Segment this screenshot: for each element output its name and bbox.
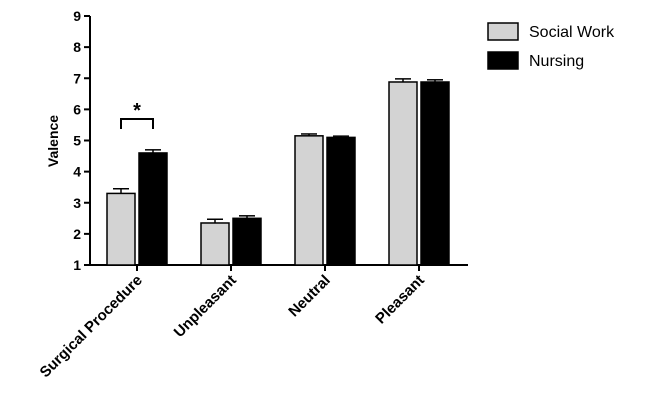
y-tick-label: 6 bbox=[73, 101, 81, 117]
legend-swatch-social-work bbox=[487, 22, 519, 41]
y-tick-label: 8 bbox=[73, 39, 81, 55]
y-tick-labels: 1 2 3 4 5 6 7 8 9 bbox=[73, 8, 81, 273]
chart-annotations: * bbox=[120, 100, 154, 129]
bar-social-work-surgical-procedure bbox=[106, 192, 136, 266]
category-label: Unpleasant bbox=[171, 272, 240, 341]
y-tick-label: 3 bbox=[73, 195, 81, 211]
bar-nursing-neutral bbox=[326, 136, 356, 266]
y-tick-label: 2 bbox=[73, 226, 81, 242]
bar-social-work-unpleasant bbox=[200, 222, 230, 266]
y-tick-label: 5 bbox=[73, 133, 81, 149]
legend-label: Social Work bbox=[529, 24, 615, 41]
y-axis-title: Valence bbox=[45, 115, 61, 167]
category-labels: Surgical Procedure Unpleasant Neutral Pleas… bbox=[37, 272, 428, 381]
y-tick-label: 9 bbox=[73, 8, 81, 24]
bar-nursing-pleasant bbox=[420, 81, 450, 266]
y-tick-label: 1 bbox=[73, 257, 81, 273]
category-label: Neutral bbox=[285, 272, 334, 321]
category-label: Pleasant bbox=[372, 272, 428, 328]
legend-swatch-nursing bbox=[487, 51, 519, 70]
bar-nursing-surgical-procedure bbox=[138, 152, 168, 266]
chart-bars bbox=[106, 78, 450, 266]
y-tick-label: 7 bbox=[73, 70, 81, 86]
bar-social-work-neutral bbox=[294, 135, 324, 266]
bar-nursing-unpleasant bbox=[232, 217, 262, 266]
legend: Social Work Nursing bbox=[487, 22, 615, 70]
category-label: Surgical Procedure bbox=[37, 272, 146, 381]
bar-social-work-pleasant bbox=[388, 81, 418, 266]
y-tick-label: 4 bbox=[73, 164, 81, 180]
significance-marker: * bbox=[133, 100, 141, 122]
significance-bracket bbox=[120, 118, 154, 129]
legend-label: Nursing bbox=[529, 53, 584, 70]
